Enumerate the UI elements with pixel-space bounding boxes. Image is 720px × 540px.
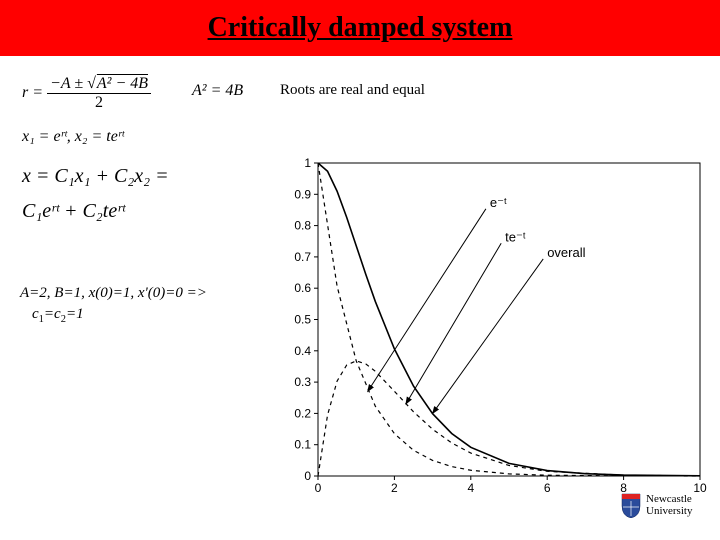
svg-text:0.5: 0.5	[294, 313, 311, 327]
university-logo: Newcastle University	[620, 478, 710, 532]
params-line2: c1=c2=1	[32, 306, 207, 325]
r-fraction: −A ± √A² − 4B 2	[47, 75, 151, 112]
svg-text:4: 4	[467, 481, 474, 495]
logo-line2: University	[646, 505, 692, 517]
roots-text: Roots are real and equal	[280, 82, 425, 99]
svg-text:0.7: 0.7	[294, 250, 311, 264]
r-den: 2	[47, 94, 151, 112]
r-lhs: r =	[22, 84, 47, 101]
header-bar: Critically damped system	[0, 0, 720, 56]
svg-text:te⁻ᵗ: te⁻ᵗ	[505, 229, 526, 244]
svg-text:overall: overall	[547, 245, 585, 260]
params-line1: A=2, B=1, x(0)=1, x'(0)=0 =>	[20, 285, 207, 301]
svg-text:6: 6	[544, 481, 551, 495]
shield-icon	[620, 492, 642, 518]
c2-letter: =c	[44, 306, 61, 322]
formula-x-sum: x = C₁x₁ + C₂x₂ =	[22, 165, 169, 188]
svg-text:0: 0	[315, 481, 322, 495]
damping-chart: 00.10.20.30.40.50.60.70.80.910246810e⁻ᵗt…	[280, 155, 710, 500]
formula-a-squared: A² = 4B	[192, 82, 243, 100]
svg-text:0.1: 0.1	[294, 438, 311, 452]
svg-text:0.8: 0.8	[294, 219, 311, 233]
logo-line1: Newcastle	[646, 493, 692, 505]
svg-text:0.4: 0.4	[294, 344, 311, 358]
r-num-pre: −A ±	[50, 75, 87, 92]
svg-text:2: 2	[391, 481, 398, 495]
parameters-text: A=2, B=1, x(0)=1, x'(0)=0 => c1=c2=1	[20, 285, 207, 325]
svg-text:e⁻ᵗ: e⁻ᵗ	[490, 195, 507, 210]
c-value: =1	[66, 306, 84, 322]
svg-text:1: 1	[304, 156, 311, 170]
svg-text:0: 0	[304, 469, 311, 483]
logo-text: Newcastle University	[646, 493, 692, 517]
slide-title: Critically damped system	[208, 12, 513, 44]
formula-c-terms: C₁eʳᵗ + C₂teʳᵗ	[22, 200, 125, 223]
c1-letter: c	[32, 306, 39, 322]
svg-text:0.2: 0.2	[294, 406, 311, 420]
svg-text:0.9: 0.9	[294, 187, 311, 201]
formula-r: r = −A ± √A² − 4B 2	[22, 75, 151, 112]
svg-text:0.3: 0.3	[294, 375, 311, 389]
formula-x1x2: x₁ = eʳᵗ, x₂ = teʳᵗ	[22, 128, 124, 146]
svg-text:0.6: 0.6	[294, 281, 311, 295]
r-num-radical: A² − 4B	[96, 75, 148, 92]
